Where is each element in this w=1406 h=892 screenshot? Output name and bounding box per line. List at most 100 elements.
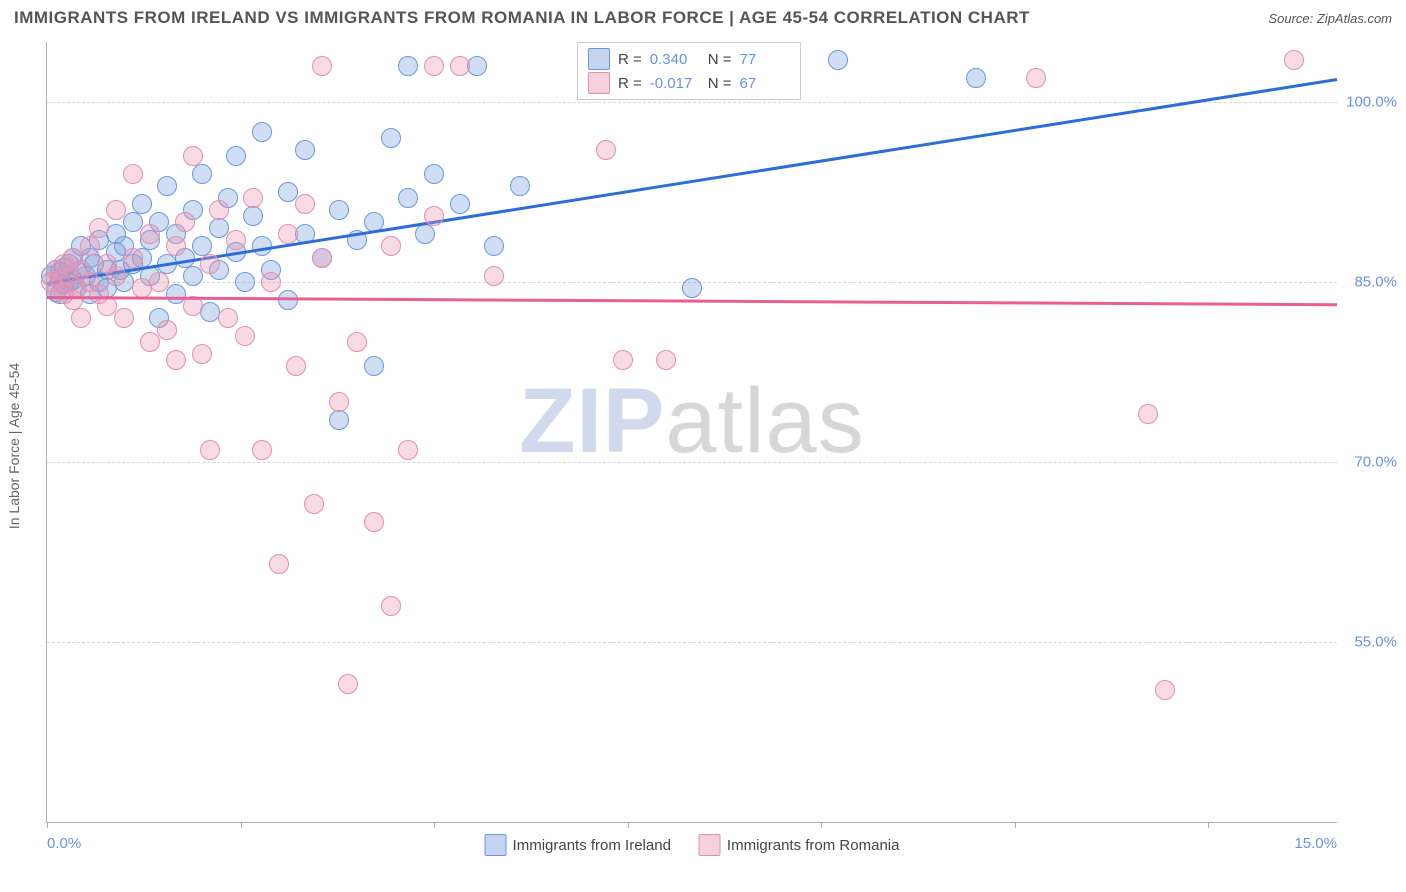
xtick [821, 822, 822, 828]
scatter-point [269, 554, 289, 574]
scatter-point [484, 236, 504, 256]
scatter-point [1284, 50, 1304, 70]
scatter-point [243, 188, 263, 208]
scatter-point [966, 68, 986, 88]
scatter-point [140, 224, 160, 244]
chart-source: Source: ZipAtlas.com [1268, 11, 1392, 26]
scatter-point [252, 440, 272, 460]
scatter-point [329, 410, 349, 430]
ytick-label: 100.0% [1342, 94, 1397, 111]
scatter-point [1026, 68, 1046, 88]
ytick-label: 85.0% [1342, 274, 1397, 291]
xtick [47, 822, 48, 828]
scatter-point [192, 236, 212, 256]
xtick-label: 15.0% [1294, 835, 1337, 852]
scatter-point [510, 176, 530, 196]
scatter-point [192, 344, 212, 364]
xtick [1208, 822, 1209, 828]
scatter-point [329, 200, 349, 220]
scatter-point [226, 230, 246, 250]
stats-box: R = 0.340 N = 77 R = -0.017 N = 67 [577, 42, 801, 100]
legend-swatch-ireland [485, 834, 507, 856]
scatter-point [278, 224, 298, 244]
gridline-h [47, 102, 1337, 103]
scatter-point [80, 236, 100, 256]
scatter-point [278, 290, 298, 310]
legend-label-romania: Immigrants from Romania [727, 837, 900, 854]
stat-r-romania: -0.017 [650, 75, 700, 92]
gridline-h [47, 462, 1337, 463]
scatter-point [338, 674, 358, 694]
scatter-point [200, 254, 220, 274]
stat-r-label: R = [618, 51, 642, 68]
scatter-point [140, 332, 160, 352]
scatter-point [166, 284, 186, 304]
scatter-point [286, 356, 306, 376]
scatter-point [347, 332, 367, 352]
scatter-point [424, 164, 444, 184]
scatter-point [235, 326, 255, 346]
trend-line [47, 78, 1337, 284]
scatter-point [71, 308, 91, 328]
scatter-point [235, 272, 255, 292]
scatter-point [329, 392, 349, 412]
ytick-label: 70.0% [1342, 454, 1397, 471]
stat-r-label: R = [618, 75, 642, 92]
xtick [241, 822, 242, 828]
scatter-point [226, 146, 246, 166]
scatter-point [364, 512, 384, 532]
scatter-point [450, 56, 470, 76]
stat-n-label: N = [708, 75, 732, 92]
stats-row-ireland: R = 0.340 N = 77 [588, 47, 790, 71]
scatter-point [828, 50, 848, 70]
scatter-point [484, 266, 504, 286]
scatter-point [656, 350, 676, 370]
scatter-point [467, 56, 487, 76]
scatter-point [682, 278, 702, 298]
scatter-point [175, 212, 195, 232]
watermark-zip: ZIP [519, 370, 665, 472]
scatter-point [381, 128, 401, 148]
xtick [1015, 822, 1016, 828]
scatter-point [424, 206, 444, 226]
scatter-point [381, 596, 401, 616]
scatter-point [157, 176, 177, 196]
chart-title: IMMIGRANTS FROM IRELAND VS IMMIGRANTS FR… [14, 8, 1030, 28]
scatter-point [106, 200, 126, 220]
scatter-point [304, 494, 324, 514]
gridline-h [47, 642, 1337, 643]
scatter-point [295, 194, 315, 214]
scatter-point [209, 218, 229, 238]
ytick-label: 55.0% [1342, 634, 1397, 651]
scatter-point [398, 440, 418, 460]
scatter-point [450, 194, 470, 214]
legend-label-ireland: Immigrants from Ireland [513, 837, 671, 854]
stat-r-ireland: 0.340 [650, 51, 700, 68]
legend-item-ireland: Immigrants from Ireland [485, 834, 671, 856]
swatch-romania [588, 72, 610, 94]
scatter-point [123, 212, 143, 232]
scatter-point [89, 218, 109, 238]
stat-n-ireland: 77 [740, 51, 790, 68]
scatter-point [183, 146, 203, 166]
legend: Immigrants from Ireland Immigrants from … [485, 834, 900, 856]
scatter-point [166, 236, 186, 256]
scatter-point [1138, 404, 1158, 424]
y-axis-label: In Labor Force | Age 45-54 [6, 363, 22, 529]
watermark: ZIPatlas [519, 369, 864, 474]
scatter-point [261, 272, 281, 292]
scatter-point [364, 356, 384, 376]
scatter-point [209, 200, 229, 220]
swatch-ireland [588, 48, 610, 70]
scatter-point [398, 188, 418, 208]
scatter-point [613, 350, 633, 370]
scatter-point [252, 122, 272, 142]
scatter-point [415, 224, 435, 244]
stats-row-romania: R = -0.017 N = 67 [588, 71, 790, 95]
scatter-point [243, 206, 263, 226]
scatter-point [192, 164, 212, 184]
legend-item-romania: Immigrants from Romania [699, 834, 900, 856]
scatter-point [106, 266, 126, 286]
scatter-point [295, 140, 315, 160]
scatter-point [123, 164, 143, 184]
